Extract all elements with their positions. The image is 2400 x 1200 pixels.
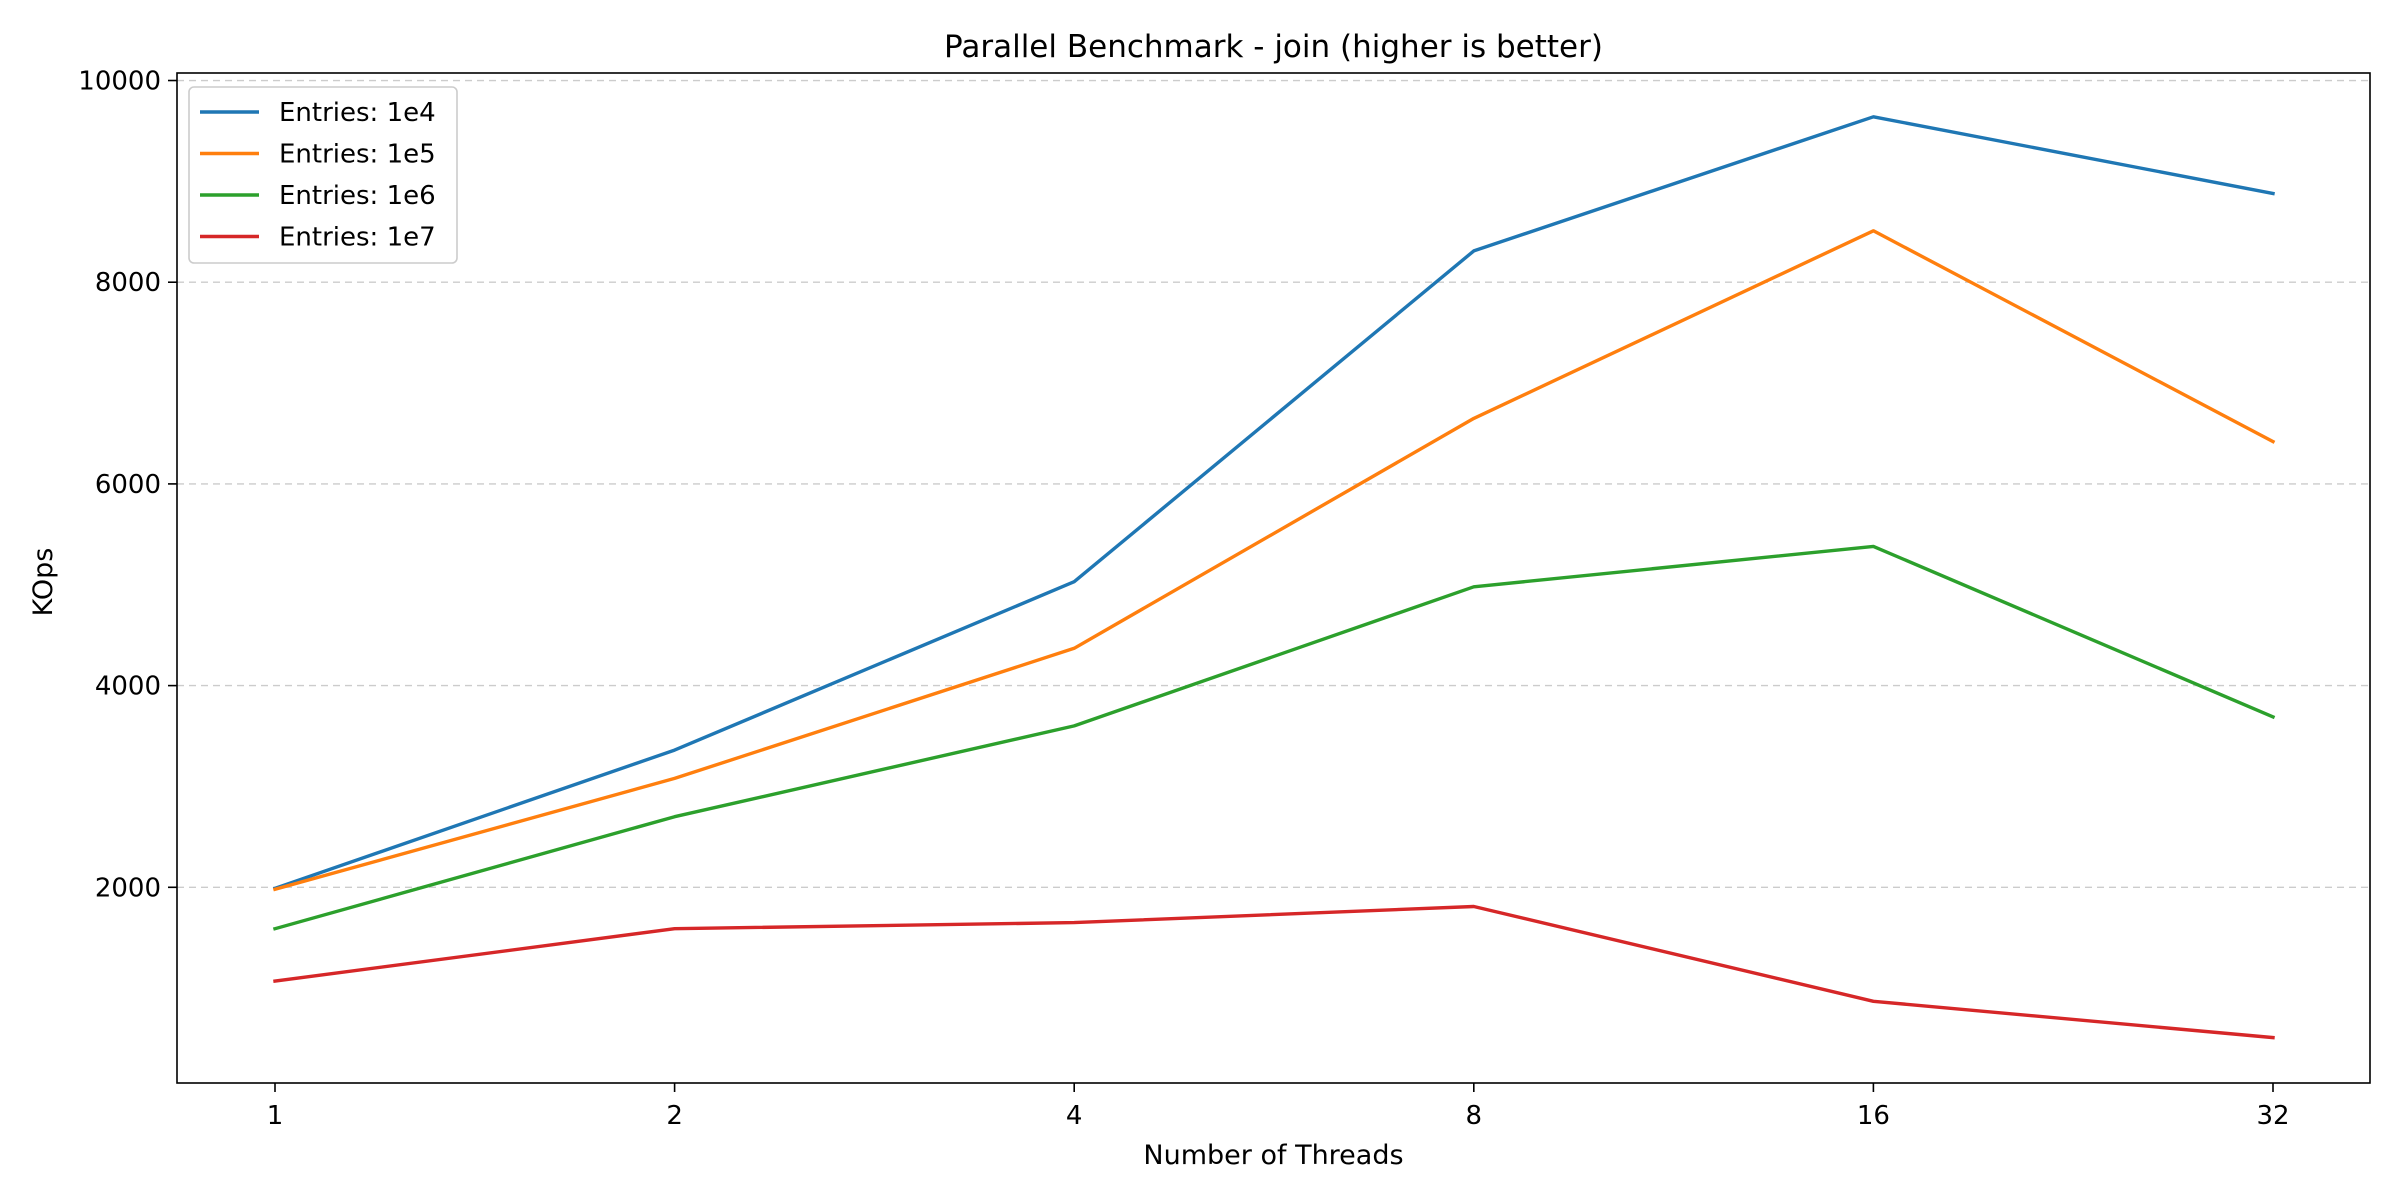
y-tick-label: 4000: [95, 672, 161, 702]
x-tick-label: 32: [2256, 1101, 2289, 1131]
x-tick-label: 8: [1466, 1101, 1483, 1131]
legend-label: Entries: 1e7: [279, 223, 436, 253]
x-tick-label: 1: [267, 1101, 284, 1131]
x-tick-label: 16: [1857, 1101, 1890, 1131]
x-axis-label: Number of Threads: [1143, 1140, 1403, 1171]
legend-label: Entries: 1e6: [279, 181, 436, 211]
legend: Entries: 1e4 Entries: 1e5 Entries: 1e6 Entr…: [188, 86, 458, 264]
x-tick-label: 2: [666, 1101, 683, 1131]
y-tick-label: 8000: [95, 268, 161, 298]
legend-label: Entries: 1e5: [279, 140, 436, 170]
series-line-2: [272, 229, 2276, 892]
y-tick-label: 2000: [95, 873, 161, 903]
legend-label: Entries: 1e4: [279, 98, 436, 128]
x-tick-label: 4: [1066, 1101, 1083, 1131]
legend-box: [188, 86, 458, 264]
y-axis-label: KOps: [28, 548, 59, 617]
y-tick-label: 6000: [95, 470, 161, 500]
series-line-4: [273, 904, 2275, 1040]
series-line-3: [272, 544, 2276, 931]
y-tick-label: 10000: [78, 67, 161, 97]
plot-frame: [176, 72, 2371, 1084]
series-lines: [272, 115, 2276, 1040]
series-line-1: [272, 115, 2275, 891]
chart-title: Parallel Benchmark - join (higher is bet…: [944, 29, 1603, 65]
grid-lines: [177, 79, 2370, 889]
axis-ticks: 2000 4000 6000 8000 10000 1 2 4 8 16 32: [78, 67, 2289, 1131]
